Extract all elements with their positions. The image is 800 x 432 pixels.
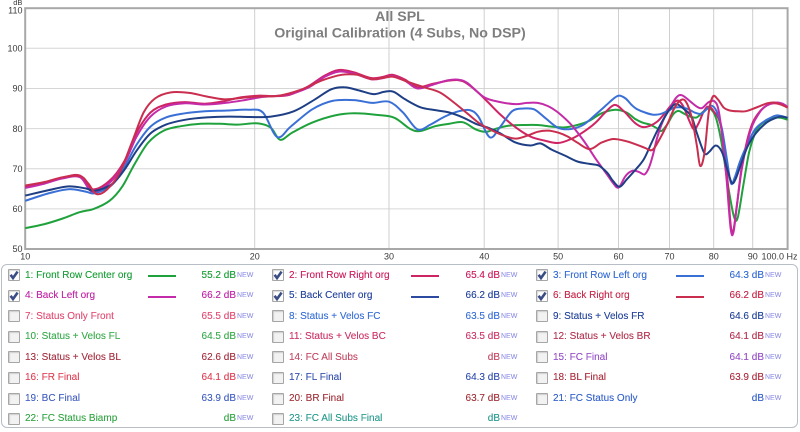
svg-text:90: 90 bbox=[12, 84, 22, 94]
svg-text:60: 60 bbox=[613, 252, 623, 262]
svg-text:70: 70 bbox=[664, 252, 674, 262]
svg-text:80: 80 bbox=[12, 124, 22, 134]
svg-text:70: 70 bbox=[12, 164, 22, 174]
svg-text:90: 90 bbox=[748, 252, 758, 262]
svg-text:100: 100 bbox=[7, 44, 22, 54]
svg-text:20: 20 bbox=[250, 252, 260, 262]
svg-text:100.0 Hz: 100.0 Hz bbox=[761, 252, 798, 262]
svg-text:40: 40 bbox=[479, 252, 489, 262]
svg-text:10: 10 bbox=[20, 252, 30, 262]
svg-text:30: 30 bbox=[384, 252, 394, 262]
svg-text:60: 60 bbox=[12, 204, 22, 214]
svg-text:80: 80 bbox=[709, 252, 719, 262]
svg-text:Original Calibration (4 Subs,: Original Calibration (4 Subs, No DSP) bbox=[274, 25, 526, 41]
svg-text:50: 50 bbox=[553, 252, 563, 262]
svg-text:dB: dB bbox=[13, 0, 22, 7]
svg-text:50: 50 bbox=[12, 244, 22, 254]
svg-text:110: 110 bbox=[8, 6, 22, 16]
svg-text:All SPL: All SPL bbox=[375, 9, 425, 25]
